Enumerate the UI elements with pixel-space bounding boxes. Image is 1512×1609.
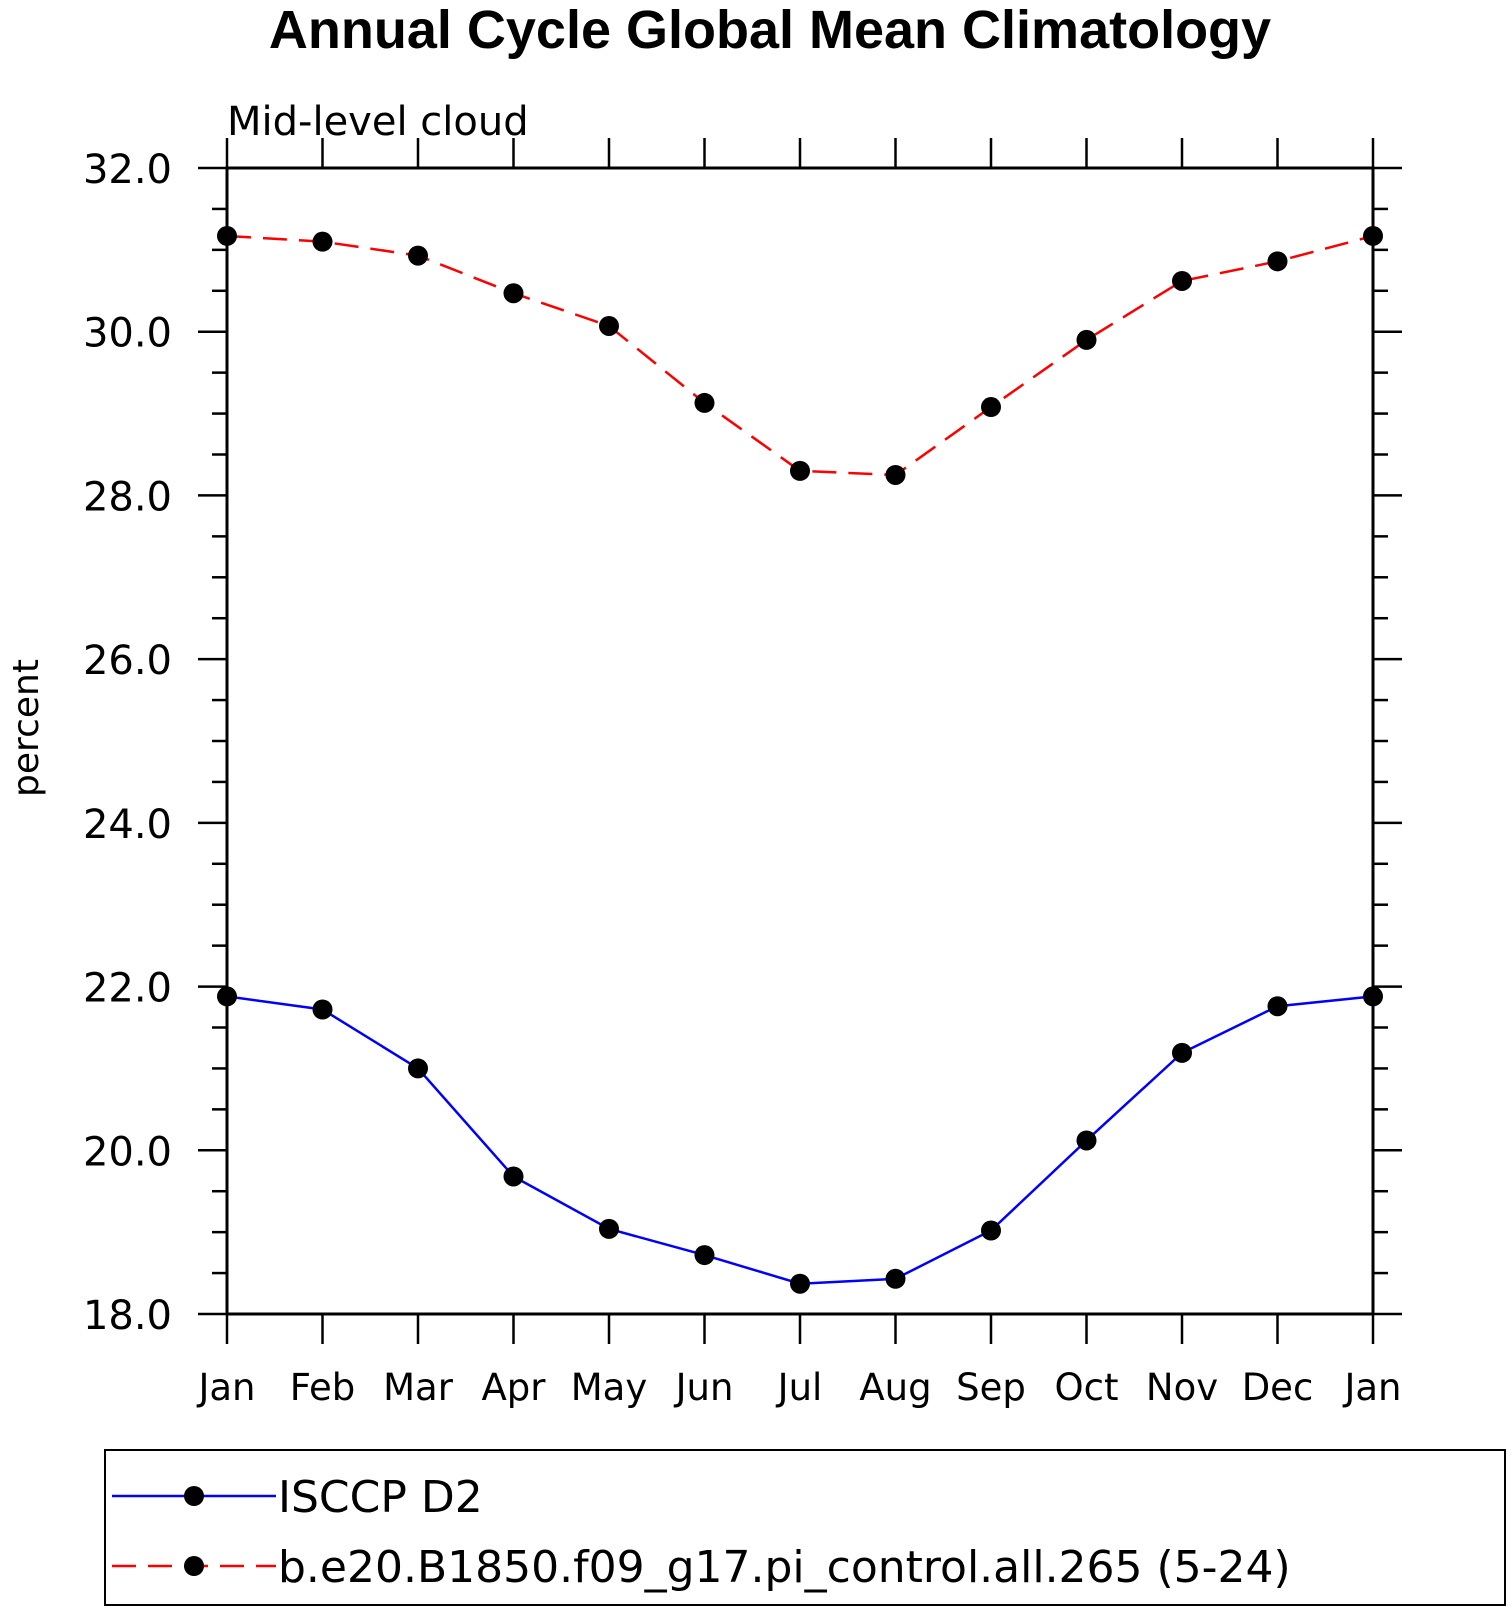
x-tick-label: Jan (196, 1366, 255, 1409)
legend-label-1: ISCCP D2 (278, 1472, 483, 1523)
series-1-point (790, 1273, 810, 1294)
y-tick-label: 32.0 (83, 147, 172, 193)
x-tick-label: Jul (776, 1366, 823, 1409)
chart-subtitle: Mid-level cloud (227, 99, 529, 145)
legend: ISCCP D2 b.e20.B1850.f09_g17.pi_control.a… (112, 1472, 1291, 1593)
series-2-point (1076, 329, 1097, 350)
y-tick-label: 24.0 (83, 802, 172, 848)
series-1-point (1363, 986, 1383, 1007)
x-tick-label: Apr (481, 1366, 546, 1409)
y-tick-labels: 18.0 20.0 22.0 24.0 26.0 28.0 30.0 32.0 (83, 147, 172, 1339)
x-tick-label: Jun (674, 1366, 734, 1409)
x-tick-label: Jan (1342, 1366, 1401, 1409)
series-1-point (503, 1166, 524, 1187)
legend-marker-1 (184, 1486, 204, 1506)
axis-ticks (198, 138, 1402, 1344)
series-2-point (217, 225, 237, 246)
series-2-point (408, 245, 428, 266)
y-tick-label: 20.0 (83, 1129, 172, 1175)
series-2-point (599, 315, 619, 336)
series-1-point (885, 1268, 906, 1289)
y-tick-label: 18.0 (83, 1293, 172, 1339)
series-1-point (1076, 1130, 1097, 1151)
x-tick-label: Mar (383, 1366, 454, 1409)
x-tick-label: Sep (956, 1366, 1026, 1409)
x-tick-label: Dec (1242, 1366, 1314, 1409)
y-tick-label: 28.0 (83, 474, 172, 520)
series-2-point (1172, 270, 1192, 291)
series-1-point (694, 1245, 715, 1266)
y-axis-label: percent (6, 659, 47, 797)
y-tick-label: 30.0 (83, 311, 172, 357)
series-1-point (1267, 996, 1288, 1017)
x-tick-labels: Jan Feb Mar Apr May Jun Jul Aug Sep Oct Nov Dec Jan (196, 1366, 1401, 1409)
series-2-point (790, 460, 810, 481)
y-tick-label: 22.0 (83, 966, 172, 1012)
series-2-point (981, 397, 1001, 418)
legend-marker-2 (184, 1556, 204, 1576)
y-tick-label: 26.0 (83, 638, 172, 684)
series-2-point (312, 231, 333, 252)
series-2-point (885, 464, 906, 485)
chart-title: Annual Cycle Global Mean Climatology (269, 0, 1271, 60)
series-1-point (599, 1218, 619, 1239)
plot-frame (225, 166, 1375, 1316)
x-tick-label: Nov (1146, 1366, 1218, 1409)
series-1-point (312, 999, 333, 1020)
legend-box (104, 1449, 1506, 1606)
series-2-point (694, 392, 715, 413)
series-1-point (981, 1220, 1001, 1241)
series-2-point (1267, 251, 1288, 272)
legend-label-2: b.e20.B1850.f09_g17.pi_control.all.265 (… (278, 1542, 1291, 1593)
series-1-point (1172, 1042, 1192, 1063)
series-1-point (217, 986, 237, 1007)
x-tick-label: May (571, 1366, 648, 1409)
series-1-point (408, 1058, 428, 1079)
x-tick-label: Aug (859, 1366, 931, 1409)
series-line-2 (226, 234, 1374, 477)
series-line-1 (226, 995, 1374, 1285)
x-tick-label: Feb (290, 1366, 356, 1409)
series-2-point (503, 283, 524, 304)
series-layer (217, 225, 1383, 1294)
x-tick-label: Oct (1055, 1366, 1119, 1409)
series-2-point (1363, 225, 1383, 246)
